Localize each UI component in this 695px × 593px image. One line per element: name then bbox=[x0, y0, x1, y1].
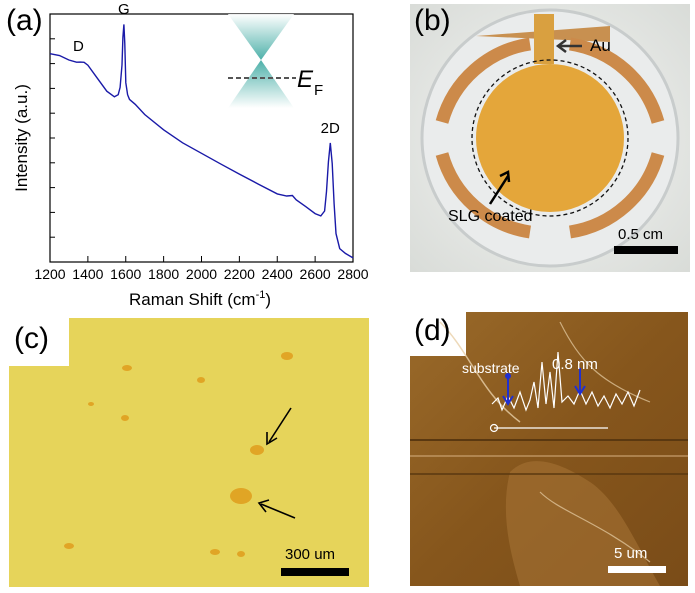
panel-b-label: (b) bbox=[414, 4, 451, 37]
x-tick-label: 1400 bbox=[72, 266, 103, 282]
panel-d-afm bbox=[410, 312, 688, 586]
dirac-cone-icon bbox=[228, 14, 296, 108]
panel-a-label: (a) bbox=[6, 4, 43, 37]
au-label: Au bbox=[590, 36, 611, 55]
fermi-symbol: E bbox=[297, 66, 314, 93]
x-tick-label: 1800 bbox=[148, 266, 179, 282]
panel-b-photo bbox=[410, 4, 690, 272]
x-tick-label: 2800 bbox=[337, 266, 368, 282]
x-tick-label: 2400 bbox=[262, 266, 293, 282]
plot-frame bbox=[49, 13, 354, 263]
panel-c-optical bbox=[9, 318, 369, 587]
x-tick-label: 2600 bbox=[300, 266, 331, 282]
x-tick-label: 2000 bbox=[186, 266, 217, 282]
peak-label-d: D bbox=[73, 38, 84, 55]
panel-d-label: (d) bbox=[414, 314, 451, 347]
raman-chart: 1200 1400 1600 1800 2000 2200 2400 2600 2800 D G 2… bbox=[12, 1, 369, 309]
slg-coated-label: SLG coated bbox=[448, 208, 533, 225]
x-tick-label: 1600 bbox=[110, 266, 141, 282]
fermi-subscript: F bbox=[314, 82, 323, 99]
panel-b-scalebar-label: 0.5 cm bbox=[618, 226, 664, 243]
x-axis-label: Raman Shift (cm-1) bbox=[129, 289, 271, 309]
x-tick-label: 2200 bbox=[224, 266, 255, 282]
y-axis-label: Intensity (a.u.) bbox=[12, 84, 31, 192]
x-tick-label: 1200 bbox=[34, 266, 65, 282]
substrate-label: substrate bbox=[462, 360, 520, 376]
panel-c-label: (c) bbox=[14, 322, 49, 355]
peak-label-g: G bbox=[118, 1, 130, 18]
height-label: 0.8 nm bbox=[552, 356, 598, 373]
spectrum-line bbox=[49, 24, 354, 259]
panel-c-scalebar-label: 300 um bbox=[285, 546, 336, 563]
peak-label-2d: 2D bbox=[321, 120, 340, 137]
panel-d-scalebar-label: 5 um bbox=[614, 545, 648, 562]
